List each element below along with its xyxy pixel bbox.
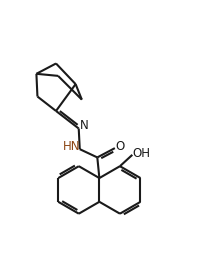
Text: O: O [115, 140, 124, 153]
Text: N: N [79, 119, 88, 132]
Text: HN: HN [63, 140, 80, 153]
Text: OH: OH [131, 147, 149, 160]
